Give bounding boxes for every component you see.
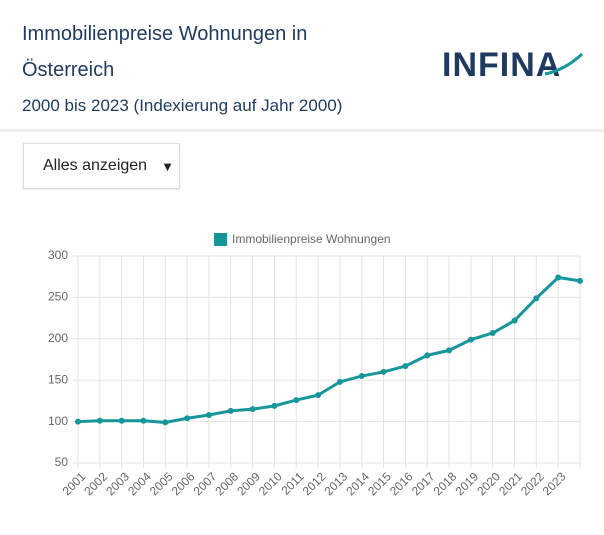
x-tick-label: 2010	[256, 469, 285, 498]
y-tick-label: 200	[48, 331, 68, 345]
x-tick-label: 2015	[365, 469, 394, 498]
subtitle: 2000 bis 2023 (Indexierung auf Jahr 2000…	[22, 96, 343, 115]
y-tick-label: 300	[48, 248, 68, 262]
x-tick-label: 2007	[191, 469, 220, 498]
point	[358, 373, 365, 380]
point	[227, 407, 234, 414]
title: Immobilienpreise Wohnungen in Österreich	[22, 23, 308, 81]
dropdown-arrow: ▼	[161, 158, 174, 174]
dropdown[interactable]: Alles anzeigen ▼	[23, 143, 180, 189]
x-tick-label: 2019	[452, 469, 481, 498]
point	[511, 317, 518, 324]
legend-label: Immobilienpreise Wohnungen	[232, 232, 391, 246]
y-tick-label: 50	[55, 455, 69, 469]
x-tick-label: 2003	[103, 469, 132, 498]
x-tick-label: 2005	[147, 469, 176, 498]
point	[162, 419, 169, 426]
point	[249, 406, 256, 413]
x-tick-label: 2011	[278, 469, 306, 497]
point	[336, 378, 343, 385]
point	[293, 397, 300, 404]
point	[467, 336, 474, 343]
x-tick-label: 2016	[387, 469, 416, 498]
point	[533, 295, 540, 302]
x-tick-label: 2023	[540, 469, 569, 498]
point	[380, 368, 387, 375]
point	[96, 417, 103, 424]
point	[184, 415, 191, 422]
point	[402, 363, 409, 370]
x-tick-label: 2004	[125, 469, 154, 498]
x-tick-label: 2002	[81, 469, 110, 498]
x-tick-label: 2017	[409, 469, 438, 498]
legend-swatch	[214, 233, 227, 246]
x-tick-label: 2013	[321, 469, 350, 498]
y-tick-label: 150	[48, 372, 68, 386]
logo-swoosh	[544, 52, 584, 76]
x-tick-label: 2018	[431, 469, 460, 498]
point	[489, 330, 496, 337]
x-tick-label: 2012	[300, 469, 329, 498]
x-tick-label: 2020	[474, 469, 503, 498]
dropdown-label: Alles anzeigen	[43, 157, 148, 174]
x-tick-label: 2014	[343, 469, 372, 498]
x-tick-label: 2022	[518, 469, 547, 498]
point	[577, 277, 583, 284]
point	[424, 352, 431, 359]
x-tick-label: 2009	[234, 469, 263, 498]
y-tick-label: 100	[48, 414, 68, 428]
point	[446, 347, 453, 354]
point	[555, 274, 562, 281]
y-tick-label: 250	[48, 290, 68, 304]
point	[271, 402, 278, 409]
separator	[0, 129, 604, 132]
x-tick-label: 2001	[60, 469, 89, 498]
line	[77, 275, 581, 424]
point	[315, 392, 322, 399]
point	[140, 417, 147, 424]
x-tick-label: 2006	[169, 469, 198, 498]
point	[75, 418, 81, 425]
point	[118, 417, 125, 424]
logo-text: INFINA	[442, 46, 561, 84]
x-tick-label: 2021	[496, 469, 525, 498]
x-tick-label: 2008	[212, 469, 241, 498]
point	[205, 411, 212, 418]
logo: INFINA	[442, 46, 584, 84]
